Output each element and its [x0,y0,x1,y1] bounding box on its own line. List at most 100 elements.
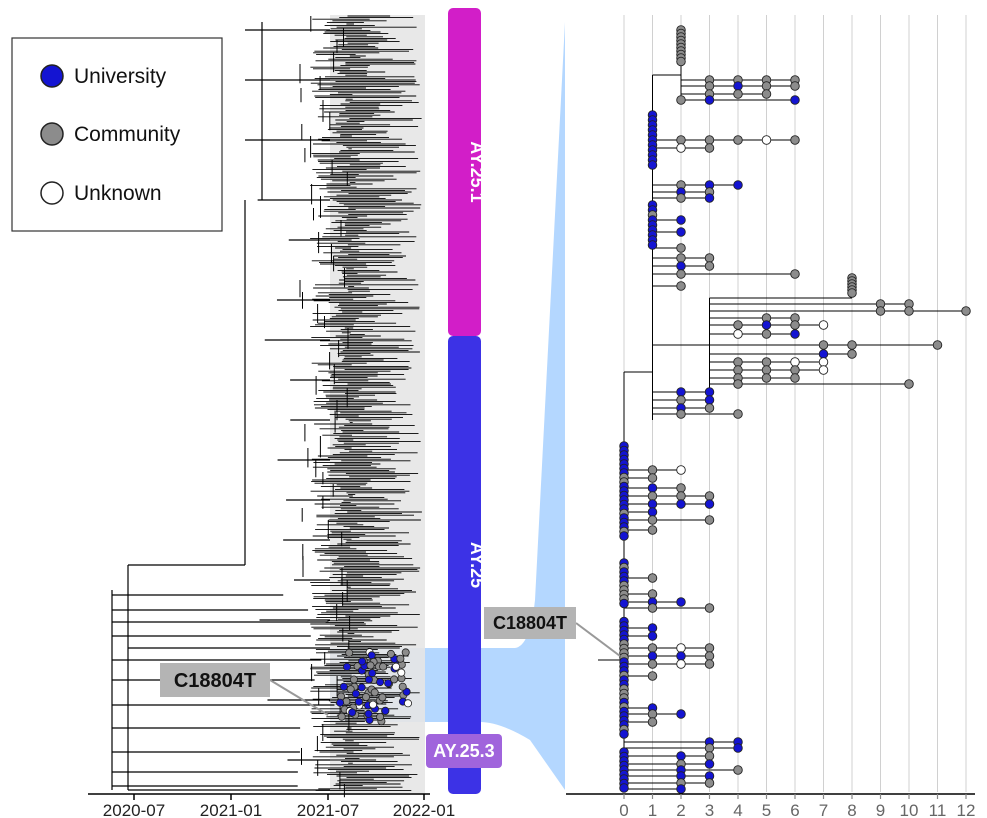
tip-marker [647,659,658,669]
tip-marker [676,643,686,653]
tip-marker [704,395,715,405]
tip-marker [345,648,354,657]
tip-marker [647,483,658,493]
legend-marker-university [40,64,64,88]
tip-marker [337,712,346,721]
tip-marker [676,751,686,761]
tip-marker [384,679,393,688]
tip-marker [379,662,388,671]
tip-marker [364,709,373,718]
tip-marker [676,483,686,493]
right-x-tick-label: 6 [790,801,799,818]
tip-marker [932,340,943,350]
tip-marker [704,499,715,509]
tip-marker [875,306,886,316]
tip-marker [354,697,363,706]
tip-marker [396,654,405,663]
tip-marker [733,409,743,419]
tip-marker [704,387,715,397]
tip-marker [348,708,357,717]
tip-marker [818,340,829,350]
right-x-tick-label: 9 [876,801,885,818]
tip-marker [790,95,800,105]
tip-marker [357,683,366,692]
tip-marker [676,143,686,153]
tip-marker [358,657,367,666]
tip-marker [790,373,800,383]
tip-marker [676,56,686,67]
tip-marker [676,491,686,501]
tip-marker [904,379,914,389]
tip-marker [761,365,772,375]
tip-marker [733,365,743,375]
tip-marker [367,651,376,660]
tip-marker [619,729,629,739]
right-panel-grid [623,15,967,792]
tip-marker [790,365,800,375]
tip-marker [676,193,686,203]
tip-marker [376,712,385,721]
tip-marker [704,759,715,769]
callout-right: C18804T [484,607,621,657]
tip-marker [364,675,373,684]
tip-marker [361,693,370,702]
tip-marker [761,357,772,367]
tip-marker [847,340,857,350]
tip-marker [647,651,658,661]
tip-marker [704,261,715,271]
clade-label-ay25: AY.25 [467,542,487,588]
tip-marker [676,261,686,271]
tip-marker [339,682,348,691]
tip-marker [676,597,686,607]
legend-marker-unknown [40,181,64,205]
clade-label-ay25-3: AY.25.3 [433,741,494,761]
tip-marker [733,765,743,775]
tip-marker [676,395,686,405]
tip-marker [704,253,715,263]
right-x-tick-label: 7 [819,801,828,818]
tip-marker [847,349,857,359]
tip-marker [647,603,658,613]
tip-marker [647,589,658,599]
tip-marker [676,784,686,794]
tip-marker [647,623,658,633]
tip-marker [676,387,686,397]
tip-marker [368,700,377,709]
tip-marker [733,743,743,753]
tip-marker [676,651,686,661]
tip-marker [381,706,390,715]
tip-marker [761,135,772,145]
tip-marker [386,649,395,658]
tip-marker [676,95,686,105]
tip-marker [676,227,686,237]
tip-marker [790,269,800,279]
legend-item-community: Community [40,122,181,146]
callout-left-label: C18804T [174,670,256,692]
tip-marker [401,648,410,657]
tip-marker [336,698,345,707]
callout-left: C18804T [160,663,329,716]
tip-marker [704,193,715,203]
tip-marker [647,465,658,475]
left-x-ticks: 2020-07 2021-01 2021-07 2022-01 [103,794,455,818]
tip-marker [733,81,743,91]
tip-marker [790,329,800,339]
tip-marker [790,357,800,367]
tip-marker [676,253,686,263]
legend-item-university: University [40,64,167,88]
tip-marker [733,320,743,330]
tip-marker [733,379,743,389]
highlighted-tips-left [336,648,412,726]
tip-marker [676,499,686,509]
tip-marker [704,643,715,653]
tip-marker [818,349,829,359]
tip-marker [704,515,715,525]
right-x-tick-label: 8 [847,801,856,818]
tip-marker [647,160,658,170]
tip-marker [676,659,686,669]
tip-marker [403,699,412,708]
right-x-tick-label: 3 [705,801,714,818]
tip-marker [733,89,743,99]
tip-marker [704,659,715,669]
tip-marker [619,531,629,541]
